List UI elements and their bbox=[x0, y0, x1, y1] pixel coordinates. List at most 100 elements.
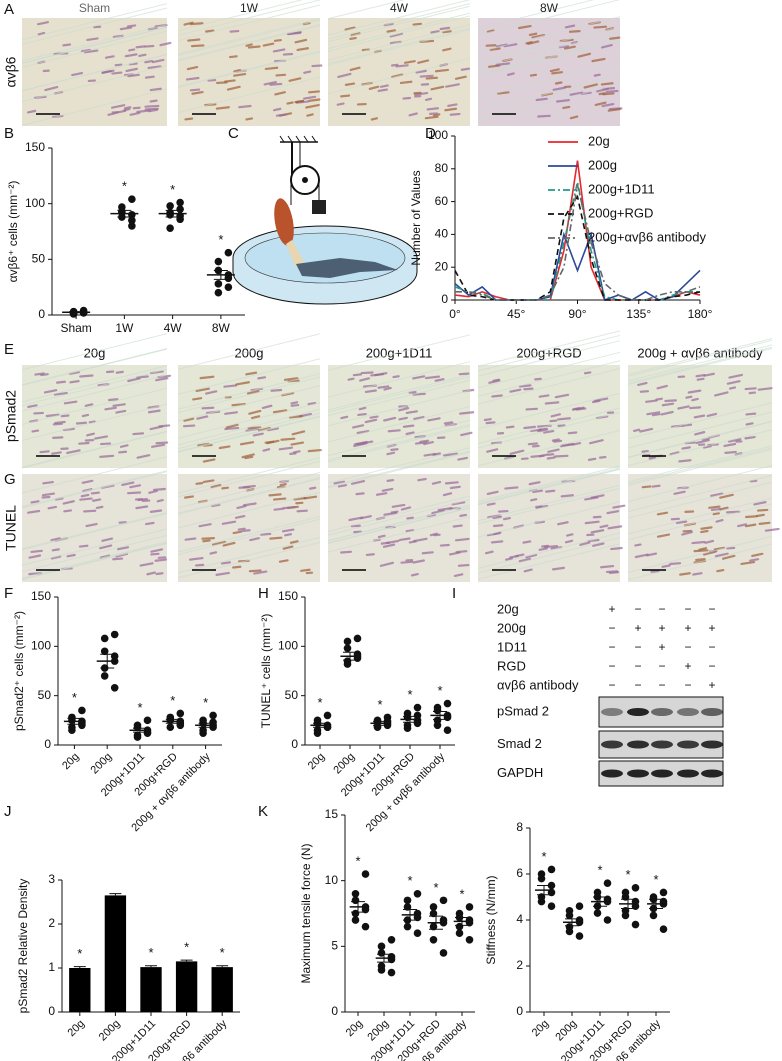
y-tick-label: 40 bbox=[435, 227, 449, 241]
cell-nucleus bbox=[639, 390, 650, 393]
error-bar bbox=[109, 893, 122, 896]
cell-nucleus bbox=[201, 406, 215, 410]
legend-label: 200g+RGD bbox=[588, 205, 653, 220]
cell-nucleus bbox=[412, 559, 425, 564]
fiber bbox=[21, 88, 168, 126]
cell-nucleus bbox=[569, 91, 584, 96]
cell-nucleus bbox=[53, 391, 68, 396]
cell-nucleus bbox=[221, 486, 230, 490]
data-point bbox=[603, 879, 612, 887]
y-tick-label: 100 bbox=[31, 639, 51, 653]
cell-nucleus bbox=[551, 566, 566, 571]
cell-nucleus bbox=[563, 45, 576, 50]
cell-nucleus bbox=[289, 540, 299, 544]
cell-nucleus bbox=[740, 560, 756, 566]
cell-nucleus bbox=[149, 87, 162, 92]
error-bar bbox=[165, 718, 180, 724]
cell-nucleus bbox=[348, 516, 364, 522]
cell-nucleus bbox=[543, 429, 555, 434]
data-point bbox=[429, 903, 438, 911]
fiber bbox=[477, 16, 621, 53]
cell-nucleus bbox=[52, 422, 63, 426]
cell-nucleus bbox=[449, 112, 461, 116]
cell-nucleus bbox=[424, 375, 441, 380]
y-tick-label: 0 bbox=[38, 307, 45, 321]
cell-nucleus bbox=[757, 508, 769, 512]
fiber bbox=[177, 50, 321, 87]
fiber bbox=[327, 24, 471, 61]
cell-nucleus bbox=[274, 91, 286, 96]
x-tick-label: 4W bbox=[164, 321, 183, 335]
cell-nucleus bbox=[224, 426, 240, 431]
cell-nucleus bbox=[606, 510, 620, 515]
cell-nucleus bbox=[414, 91, 429, 96]
cell-nucleus bbox=[727, 438, 742, 443]
fiber bbox=[21, 542, 168, 580]
condition-mark: − bbox=[658, 602, 665, 616]
cell-nucleus bbox=[238, 104, 252, 109]
y-tick-label: 150 bbox=[31, 589, 51, 603]
cell-nucleus bbox=[405, 410, 419, 415]
cell-nucleus bbox=[247, 45, 261, 49]
x-tick-label: Sham bbox=[60, 321, 91, 335]
data-point bbox=[361, 922, 370, 931]
cell-nucleus bbox=[229, 29, 240, 33]
cell-nucleus bbox=[486, 448, 499, 453]
cell-nucleus bbox=[664, 399, 677, 403]
fiber bbox=[477, 465, 621, 503]
cell-nucleus bbox=[104, 55, 115, 59]
cell-nucleus bbox=[492, 378, 500, 382]
fiber bbox=[327, 376, 471, 413]
bar bbox=[69, 968, 91, 1012]
cell-nucleus bbox=[412, 392, 426, 396]
cell-nucleus bbox=[43, 389, 58, 394]
cell-nucleus bbox=[550, 546, 563, 550]
cell-nucleus bbox=[445, 83, 460, 88]
fiber bbox=[177, 477, 321, 514]
x-tick-label: 20g bbox=[60, 751, 81, 772]
data-point bbox=[176, 198, 184, 207]
cell-nucleus bbox=[564, 24, 576, 29]
data-point bbox=[403, 903, 412, 911]
y-tick-label: 50 bbox=[32, 252, 46, 266]
fiber bbox=[177, 460, 321, 498]
data-point bbox=[209, 718, 217, 727]
error-bar bbox=[216, 965, 229, 968]
cell-nucleus bbox=[125, 67, 138, 73]
error-bar bbox=[313, 722, 327, 728]
cell-nucleus bbox=[361, 48, 370, 52]
fiber bbox=[21, 534, 168, 573]
cell-nucleus bbox=[26, 109, 37, 114]
cell-nucleus bbox=[485, 421, 496, 425]
cell-nucleus bbox=[557, 521, 569, 526]
fiber bbox=[21, 54, 168, 92]
cell-nucleus bbox=[69, 380, 80, 384]
data-point bbox=[659, 925, 668, 933]
cell-nucleus bbox=[209, 551, 218, 555]
cell-nucleus bbox=[528, 32, 538, 37]
data-point bbox=[323, 711, 332, 720]
cell-nucleus bbox=[417, 59, 430, 64]
cell-nucleus bbox=[495, 62, 511, 66]
cell-nucleus bbox=[564, 539, 574, 544]
cell-nucleus bbox=[189, 22, 204, 26]
data-point bbox=[224, 248, 233, 257]
fiber bbox=[627, 475, 773, 513]
cell-nucleus bbox=[198, 523, 212, 528]
cell-nucleus bbox=[344, 82, 356, 86]
data-point bbox=[214, 288, 223, 297]
cell-nucleus bbox=[283, 377, 299, 381]
fiber bbox=[177, 536, 321, 574]
data-point bbox=[351, 916, 360, 924]
cell-nucleus bbox=[387, 429, 401, 433]
cell-nucleus bbox=[538, 453, 549, 458]
panel-label: B bbox=[4, 125, 14, 142]
cell-nucleus bbox=[395, 64, 409, 68]
cell-nucleus bbox=[278, 559, 289, 563]
cell-nucleus bbox=[571, 406, 585, 411]
cell-nucleus bbox=[149, 509, 163, 513]
fiber bbox=[177, 18, 321, 55]
cell-nucleus bbox=[186, 65, 199, 71]
y-axis-title: Stiffness (N/mm) bbox=[484, 875, 498, 964]
cell-nucleus bbox=[390, 448, 399, 451]
